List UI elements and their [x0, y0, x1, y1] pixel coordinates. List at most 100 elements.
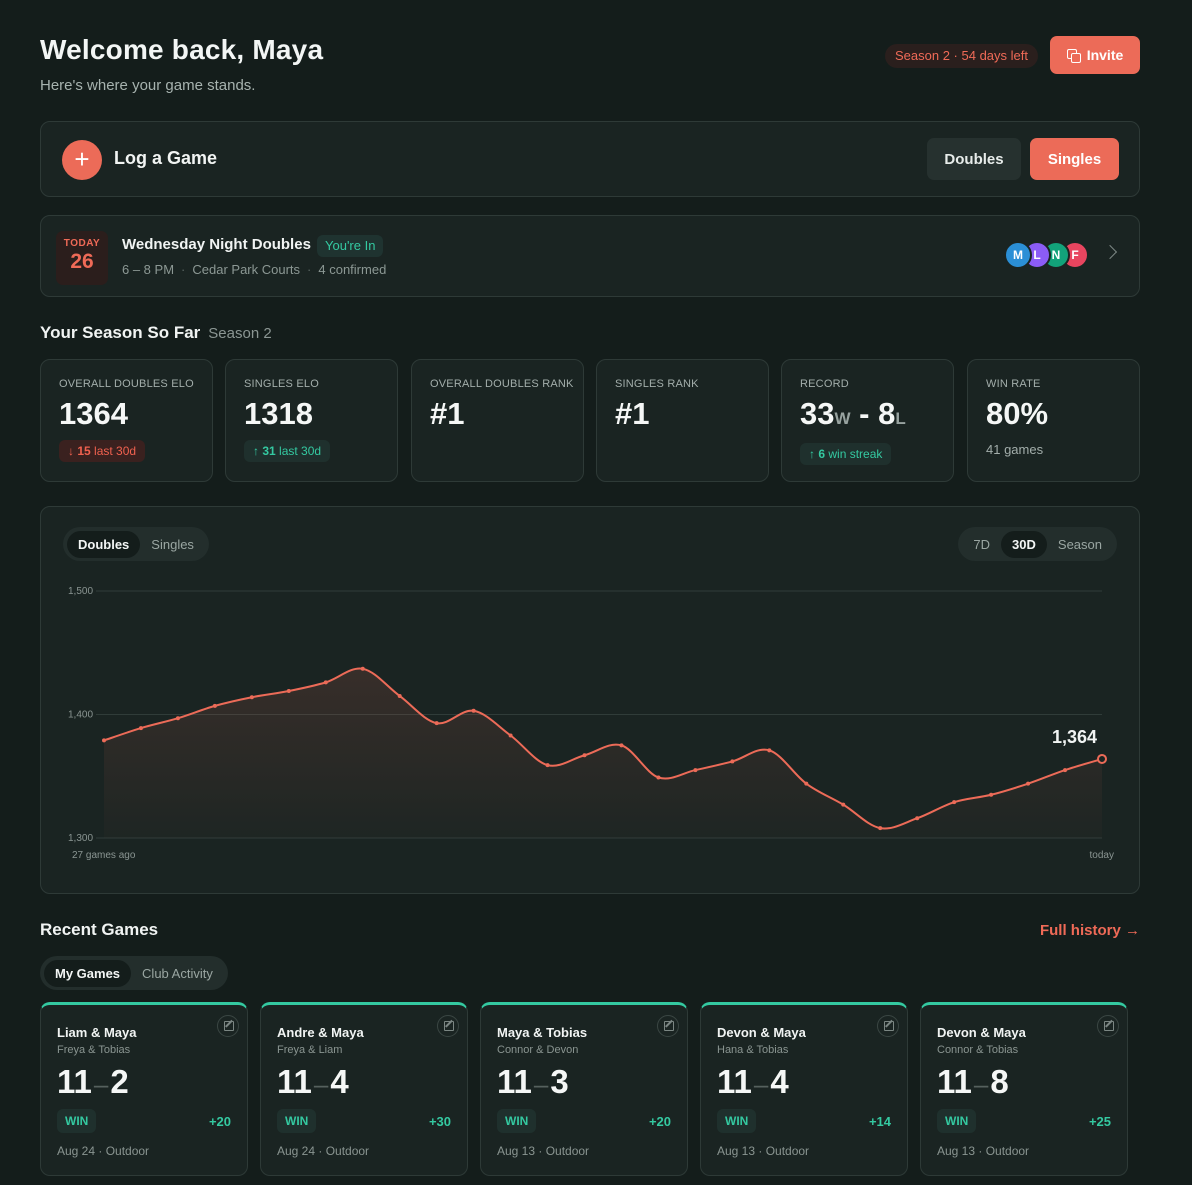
- game-meta: Aug 13 · Outdoor: [497, 1144, 590, 1158]
- data-point: [286, 689, 291, 694]
- event-date: TODAY 26: [56, 231, 108, 285]
- game-card[interactable]: Maya & Tobias Connor & Devon 11–3 WIN +20 Aug…: [480, 1002, 688, 1176]
- edit-icon[interactable]: [437, 1015, 459, 1037]
- x-label-start: 27 games ago: [72, 850, 136, 861]
- series-area: [104, 668, 1102, 838]
- data-point: [508, 733, 513, 738]
- stat-singles-rank: SINGLES RANK #1: [596, 359, 769, 482]
- stat-label: SINGLES RANK: [615, 378, 699, 390]
- game-meta: Aug 13 · Outdoor: [937, 1144, 1030, 1158]
- data-point: [323, 680, 328, 685]
- log-doubles-button[interactable]: Doubles: [927, 138, 1021, 180]
- arrow-up-icon: ↑: [809, 447, 815, 461]
- stat-label: RECORD: [800, 378, 849, 390]
- chevron-right-icon[interactable]: [1102, 244, 1118, 260]
- stat-change-chip: ↑ 31 last 30d: [244, 440, 331, 462]
- game-elo-delta: +25: [1088, 1114, 1111, 1129]
- event-status-badge: You're In: [317, 235, 384, 257]
- range-tab-30d[interactable]: 30D: [1001, 530, 1047, 558]
- score-them: 4: [330, 1063, 349, 1100]
- page-header: Welcome back, Maya Here's where your gam…: [40, 34, 1140, 98]
- stat-change-value: 6: [818, 447, 826, 461]
- log-game-label[interactable]: Log a Game: [114, 148, 218, 168]
- game-result-badge: WIN: [57, 1109, 97, 1133]
- data-point: [841, 802, 846, 807]
- data-point: [952, 800, 957, 805]
- data-point: [1063, 768, 1068, 773]
- stat-record: RECORD 33W - 8L ↑ 6 win streak: [781, 359, 954, 482]
- data-point: [582, 753, 587, 758]
- data-point: [434, 721, 439, 726]
- game-score: 11–4: [277, 1063, 349, 1100]
- stat-change-chip: ↓ 15 last 30d: [59, 440, 146, 462]
- score-us: 11: [57, 1063, 92, 1100]
- game-card[interactable]: Andre & Maya Freya & Liam 11–4 WIN +30 Aug 24…: [260, 1002, 468, 1176]
- invite-button[interactable]: Invite: [1050, 36, 1140, 74]
- arrow-up-icon: ↑: [253, 444, 259, 458]
- stat-value: 80%: [986, 396, 1049, 431]
- recent-games-toggle: My Games Club Activity: [40, 956, 228, 990]
- stat-streak-chip: ↑ 6 win streak: [800, 443, 892, 465]
- stat-value: #1: [615, 396, 650, 431]
- chart-tab-doubles[interactable]: Doubles: [67, 530, 141, 558]
- data-point: [989, 792, 994, 797]
- upcoming-event-card[interactable]: TODAY 26 Wednesday Night Doubles You're …: [40, 215, 1140, 297]
- game-result-badge: WIN: [497, 1109, 537, 1133]
- record-losses-unit: L: [895, 409, 906, 428]
- y-tick-label: 1,400: [68, 710, 93, 721]
- data-point: [804, 781, 809, 786]
- avatar: M: [1004, 241, 1032, 269]
- game-team: Andre & Maya: [277, 1025, 364, 1040]
- event-location: Cedar Park Courts: [192, 262, 301, 277]
- data-point: [471, 708, 476, 713]
- game-team: Maya & Tobias: [497, 1025, 588, 1040]
- range-tab-season[interactable]: Season: [1057, 536, 1102, 552]
- game-result-badge: WIN: [717, 1109, 757, 1133]
- data-point: [1026, 781, 1031, 786]
- stat-label: OVERALL DOUBLES RANK: [430, 378, 574, 390]
- game-team: Devon & Maya: [717, 1025, 806, 1040]
- data-point: [767, 748, 772, 753]
- range-tab-7d[interactable]: 7D: [973, 536, 991, 552]
- edit-icon[interactable]: [1097, 1015, 1119, 1037]
- stat-win-rate: WIN RATE 80% 41 games: [967, 359, 1140, 482]
- game-card[interactable]: Devon & Maya Hana & Tobias 11–4 WIN +14 Aug 1…: [700, 1002, 908, 1176]
- game-score: 11–8: [937, 1063, 1009, 1100]
- game-team: Devon & Maya: [937, 1025, 1026, 1040]
- game-meta: Aug 24 · Outdoor: [277, 1144, 370, 1158]
- full-history-link[interactable]: Full history →: [1039, 922, 1140, 939]
- data-point: [656, 775, 661, 780]
- tab-my-games[interactable]: My Games: [44, 959, 132, 987]
- series-line: [103, 667, 1103, 830]
- event-day-number: 26: [70, 250, 94, 273]
- season-subtitle: Season 2: [208, 325, 272, 342]
- edit-icon[interactable]: [657, 1015, 679, 1037]
- event-meta: 6 – 8 PM · Cedar Park Courts · 4 confirmed: [122, 262, 387, 277]
- stat-change-value: 15: [77, 444, 91, 458]
- game-elo-delta: +30: [428, 1114, 451, 1129]
- tab-club-activity[interactable]: Club Activity: [142, 965, 213, 981]
- log-singles-button[interactable]: Singles: [1030, 138, 1119, 180]
- page-title: Welcome back, Maya: [40, 34, 324, 65]
- chart-tab-singles[interactable]: Singles: [151, 536, 194, 552]
- game-card[interactable]: Liam & Maya Freya & Tobias 11–2 WIN +20 Aug 2…: [40, 1002, 248, 1176]
- game-elo-delta: +20: [648, 1114, 671, 1129]
- stat-value: 33W - 8L: [800, 396, 906, 432]
- data-point: [138, 726, 143, 731]
- edit-icon[interactable]: [217, 1015, 239, 1037]
- plus-icon[interactable]: +: [62, 140, 102, 180]
- score-them: 4: [770, 1063, 789, 1100]
- stat-doubles-elo: OVERALL DOUBLES ELO 1364 ↓ 15 last 30d: [40, 359, 213, 482]
- score-us: 11: [937, 1063, 972, 1100]
- game-team: Liam & Maya: [57, 1025, 137, 1040]
- edit-icon[interactable]: [877, 1015, 899, 1037]
- game-result-badge: WIN: [277, 1109, 317, 1133]
- event-confirmed: 4 confirmed: [318, 262, 387, 277]
- game-meta: Aug 13 · Outdoor: [717, 1144, 810, 1158]
- game-opponents: Freya & Tobias: [57, 1044, 131, 1056]
- game-card[interactable]: Devon & Maya Connor & Tobias 11–8 WIN +25 Aug…: [920, 1002, 1128, 1176]
- stat-value: #1: [430, 396, 465, 431]
- game-opponents: Connor & Devon: [497, 1044, 579, 1056]
- season-section-title: Your Season So Far Season 2: [40, 323, 272, 343]
- season-title: Your Season So Far: [40, 323, 201, 342]
